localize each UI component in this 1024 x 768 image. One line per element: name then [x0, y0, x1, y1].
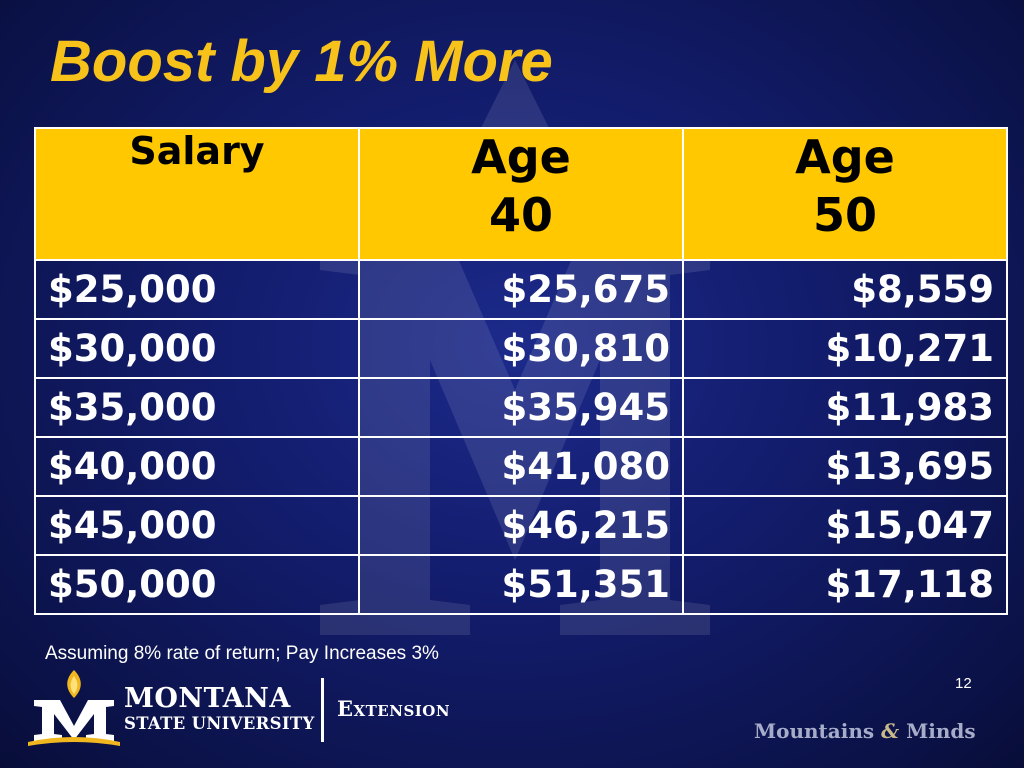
table-row: $35,000 $35,945 $11,983: [34, 377, 1008, 438]
salary-cell: $35,000: [34, 377, 360, 438]
header-age-40-value: 40: [488, 187, 553, 242]
tagline: Mountains & Minds: [754, 719, 976, 743]
age-40-cell: $41,080: [358, 436, 684, 497]
header-age-50-label: Age: [795, 130, 895, 184]
tagline-mountains: Mountains: [754, 719, 875, 743]
header-age-50: Age 50: [682, 127, 1008, 261]
university-name-line2: STATE UNIVERSITY: [124, 714, 315, 733]
tagline-ampersand: &: [881, 719, 900, 743]
age-40-cell: $51,351: [358, 554, 684, 615]
footnote: Assuming 8% rate of return; Pay Increase…: [45, 643, 439, 664]
header-salary: Salary: [34, 127, 360, 261]
logo-divider: [321, 678, 324, 742]
table-row: $30,000 $30,810 $10,271: [34, 318, 1008, 379]
header-age-40-label: Age: [471, 130, 571, 184]
university-wordmark: MONTANA STATE UNIVERSITY: [124, 684, 315, 734]
table-row: $40,000 $41,080 $13,695: [34, 436, 1008, 497]
slide-title: Boost by 1% More: [50, 29, 553, 94]
age-40-cell: $46,215: [358, 495, 684, 556]
age-50-cell: $17,118: [682, 554, 1008, 615]
tagline-minds: Minds: [906, 719, 976, 743]
age-50-cell: $11,983: [682, 377, 1008, 438]
salary-cell: $50,000: [34, 554, 360, 615]
age-40-cell: $30,810: [358, 318, 684, 379]
salary-cell: $40,000: [34, 436, 360, 497]
header-age-50-value: 50: [812, 187, 877, 242]
table-header-row: Salary Age 40 Age 50: [34, 127, 1008, 261]
table-row: $25,000 $25,675 $8,559: [34, 259, 1008, 320]
table-row: $50,000 $51,351 $17,118: [34, 554, 1008, 615]
page-number: 12: [955, 675, 972, 692]
salary-cell: $45,000: [34, 495, 360, 556]
age-40-cell: $25,675: [358, 259, 684, 320]
extension-label: Extension: [337, 696, 451, 721]
salary-cell: $25,000: [34, 259, 360, 320]
age-50-cell: $10,271: [682, 318, 1008, 379]
msu-logo-icon: [28, 670, 120, 746]
age-50-cell: $8,559: [682, 259, 1008, 320]
salary-cell: $30,000: [34, 318, 360, 379]
table-row: $45,000 $46,215 $15,047: [34, 495, 1008, 556]
header-age-40: Age 40: [358, 127, 684, 261]
age-40-cell: $35,945: [358, 377, 684, 438]
university-name-line1: MONTANA: [124, 683, 291, 714]
savings-table: Salary Age 40 Age 50 $25,000 $25,675 $8,…: [34, 127, 1008, 615]
age-50-cell: $15,047: [682, 495, 1008, 556]
age-50-cell: $13,695: [682, 436, 1008, 497]
